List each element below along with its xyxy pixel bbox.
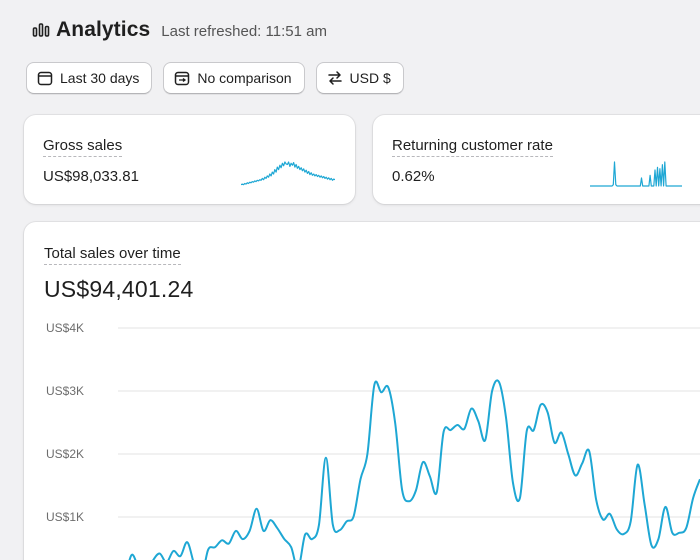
total-sales-chart: US$4K US$3K US$2K US$1K: [46, 321, 700, 560]
total-sales-label[interactable]: Total sales over time: [44, 245, 181, 265]
y-tick-label: US$1K: [46, 510, 84, 524]
total-sales-series-line: [128, 379, 700, 560]
comparison-label: No comparison: [197, 70, 292, 86]
gross-sales-sparkline-line: [241, 161, 335, 186]
returning-customer-rate-sparkline: [590, 161, 682, 187]
gross-sales-value: US$98,033.81: [43, 168, 139, 185]
last-refreshed-text: Last refreshed: 11:51 am: [161, 22, 327, 40]
comparison-button[interactable]: No comparison: [163, 62, 305, 94]
page-header: Analytics Last refreshed: 11:51 am: [32, 18, 327, 42]
returning-customer-rate-label[interactable]: Returning customer rate: [392, 137, 553, 157]
total-sales-card: Total sales over time US$94,401.24 US$4K…: [24, 222, 700, 560]
y-tick-label: US$2K: [46, 447, 84, 461]
calendar-icon: [37, 71, 53, 86]
page-title: Analytics: [56, 18, 151, 41]
total-sales-value: US$94,401.24: [44, 276, 194, 302]
returning-customer-rate-sparkline-line: [590, 161, 682, 187]
filter-bar: Last 30 days No comparison USD $: [26, 62, 415, 94]
calendar-compare-icon: [175, 71, 190, 86]
y-tick-label: US$4K: [46, 321, 84, 335]
y-tick-label: US$3K: [46, 384, 84, 398]
returning-customer-rate-card[interactable]: Returning customer rate 0.62%: [373, 115, 700, 204]
date-range-button[interactable]: Last 30 days: [26, 62, 153, 94]
bar-chart-icon: [32, 22, 50, 38]
gross-sales-card[interactable]: Gross sales US$98,033.81: [24, 115, 355, 204]
currency-button[interactable]: USD $: [315, 62, 404, 94]
gross-sales-label[interactable]: Gross sales: [43, 137, 123, 157]
currency-label: USD $: [349, 70, 391, 86]
returning-customer-rate-value: 0.62%: [392, 168, 435, 185]
date-range-label: Last 30 days: [60, 70, 140, 86]
gross-sales-sparkline: [241, 161, 335, 186]
arrows-exchange-icon: [327, 71, 342, 85]
